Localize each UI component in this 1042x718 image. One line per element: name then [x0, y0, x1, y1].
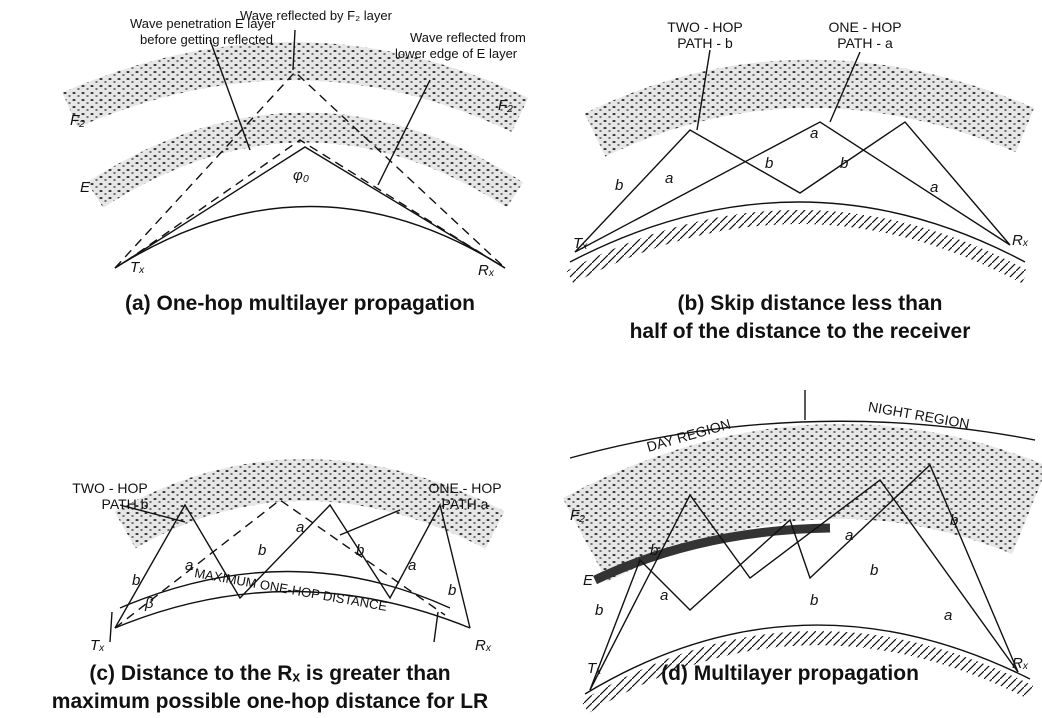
- label: F₂: [570, 507, 585, 524]
- distance-arrow: [119, 570, 451, 609]
- label: Tₓ: [90, 637, 105, 654]
- label: b: [810, 592, 818, 609]
- label: b: [950, 512, 958, 529]
- label: a: [296, 519, 304, 536]
- label: a: [845, 527, 853, 544]
- caption: (c) Distance to the Rₓ is greater than: [89, 662, 450, 685]
- label: MAXIMUM ONE-HOP DISTANCE: [193, 565, 388, 614]
- region-arrow: [569, 390, 1036, 459]
- label: lower edge of E layer: [395, 46, 518, 61]
- label: β: [144, 595, 154, 612]
- label: b: [258, 542, 266, 559]
- path-b: [574, 121, 1011, 253]
- label: Wave reflected from: [410, 30, 526, 45]
- caption: half of the distance to the receiver: [630, 320, 971, 343]
- label: E: [80, 179, 91, 196]
- label: PATH a: [442, 496, 489, 512]
- label: b: [448, 582, 456, 599]
- ground-hatch: [581, 631, 1034, 713]
- caption: (a) One-hop multilayer propagation: [125, 292, 475, 315]
- caption: (b) Skip distance less than: [678, 292, 943, 315]
- panel-d: DAY REGION NIGHT REGION F₂ E b b a a b b…: [562, 390, 1042, 713]
- label: F₂: [70, 112, 85, 129]
- path: [589, 463, 1019, 691]
- path-b: [114, 503, 471, 629]
- panel-b: TWO - HOP PATH - b ONE - HOP PATH - a b …: [566, 19, 1035, 343]
- label: PATH b: [102, 496, 149, 512]
- label: b: [870, 562, 878, 579]
- label: a: [660, 587, 668, 604]
- earth: [114, 590, 471, 629]
- label: a: [810, 125, 818, 142]
- leader: [109, 504, 439, 643]
- label: b: [615, 177, 623, 194]
- label: Tₓ: [573, 235, 588, 252]
- label: b: [840, 155, 848, 172]
- label: Rₓ: [1012, 655, 1029, 672]
- earth: [584, 624, 1031, 695]
- path-a: [574, 121, 1011, 253]
- path: [114, 71, 506, 269]
- label: b: [765, 155, 773, 172]
- label: b: [650, 542, 658, 559]
- label: b: [132, 572, 140, 589]
- label: E: [583, 572, 594, 589]
- layer: [114, 459, 505, 549]
- leader: [209, 29, 431, 186]
- label: Wave reflected by F₂ layer: [240, 8, 393, 23]
- label: TWO - HOP: [667, 19, 742, 35]
- label: Tₓ: [587, 660, 602, 677]
- label: Tₓ: [130, 259, 145, 276]
- e-layer: [593, 523, 831, 585]
- label: b: [356, 542, 364, 559]
- caption: maximum possible one-hop distance for LR: [52, 690, 488, 713]
- label: a: [408, 557, 416, 574]
- leader: [696, 49, 861, 131]
- label: PATH - b: [677, 35, 733, 51]
- e-layer: [86, 112, 524, 208]
- label: a: [665, 170, 673, 187]
- earth: [114, 205, 506, 269]
- path: [114, 146, 506, 269]
- label: Rₓ: [475, 637, 492, 654]
- label: a: [930, 179, 938, 196]
- label: b: [595, 602, 603, 619]
- label: Rₓ: [1012, 232, 1029, 249]
- label: Rₓ: [478, 262, 495, 279]
- ground-hatch: [566, 210, 1029, 284]
- f2-layer: [62, 42, 529, 133]
- panel-c: TWO - HOP PATH b ONE - HOP PATH a b a b …: [52, 459, 505, 713]
- caption: (d) Multilayer propagation: [661, 662, 919, 685]
- path: [124, 139, 496, 263]
- label: ONE - HOP: [428, 480, 501, 496]
- label: F₂: [498, 97, 513, 114]
- f-layer: [562, 424, 1042, 583]
- label: ONE - HOP: [828, 19, 901, 35]
- label: a: [185, 557, 193, 574]
- path: [589, 479, 1019, 691]
- earth: [569, 201, 1026, 263]
- panel-a: Wave penetration E layer before getting …: [62, 8, 529, 315]
- label: Wave penetration E layer: [130, 16, 276, 31]
- label: TWO - HOP: [72, 480, 147, 496]
- label: a: [944, 607, 952, 624]
- label: PATH - a: [837, 35, 893, 51]
- label: before getting reflected: [140, 32, 273, 47]
- layer: [584, 59, 1035, 157]
- label: φ₀: [293, 167, 309, 184]
